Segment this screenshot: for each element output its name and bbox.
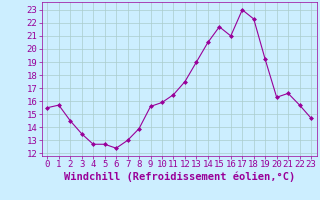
X-axis label: Windchill (Refroidissement éolien,°C): Windchill (Refroidissement éolien,°C) [64,172,295,182]
